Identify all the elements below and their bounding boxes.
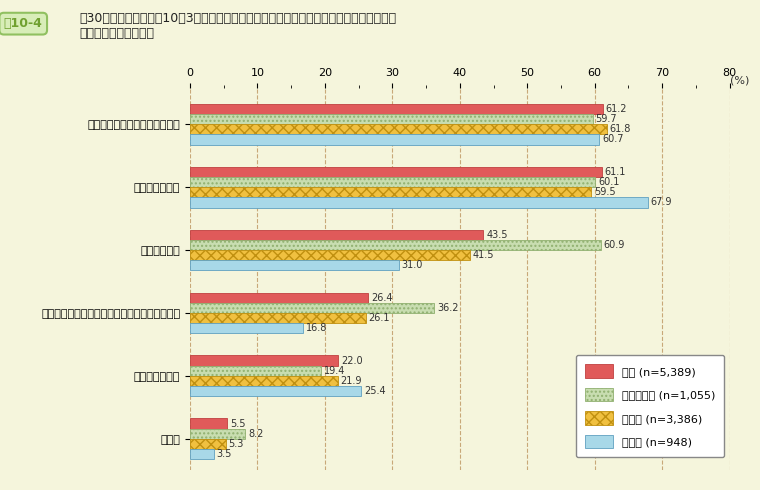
Text: 60.1: 60.1 xyxy=(598,177,619,187)
Bar xyxy=(190,124,606,134)
Text: 60.9: 60.9 xyxy=(603,240,625,250)
Legend: 総数 (n=5,389), 課長補佐級 (n=1,055), 係長級 (n=3,386), その他 (n=948): 総数 (n=5,389), 課長補佐級 (n=1,055), 係長級 (n=3,… xyxy=(576,355,724,457)
Text: 22.0: 22.0 xyxy=(341,356,363,366)
Bar xyxy=(190,355,338,366)
Text: 41.5: 41.5 xyxy=(473,250,494,260)
Bar xyxy=(190,229,483,240)
Bar xyxy=(190,167,602,177)
Bar xyxy=(190,386,361,396)
Bar xyxy=(190,240,600,250)
Bar xyxy=(190,114,593,124)
Bar xyxy=(190,103,603,114)
Text: 26.4: 26.4 xyxy=(371,293,392,303)
Text: 61.2: 61.2 xyxy=(606,104,627,114)
Bar xyxy=(190,187,591,197)
Text: 59.7: 59.7 xyxy=(595,114,617,124)
Text: 19.4: 19.4 xyxy=(324,366,345,376)
Bar xyxy=(190,366,321,376)
Text: （いくつでも回答可）: （いくつでも回答可） xyxy=(80,27,155,40)
Bar xyxy=(190,429,245,439)
Bar xyxy=(190,303,434,313)
Text: 59.5: 59.5 xyxy=(594,187,616,197)
Bar xyxy=(190,313,366,323)
Text: 5.5: 5.5 xyxy=(230,418,245,429)
Bar xyxy=(190,323,303,334)
Bar xyxy=(190,376,337,386)
Text: 【30代職員調査】（図10－3で「ある」と回答した者に対して）それはどのような業務か: 【30代職員調査】（図10－3で「ある」と回答した者に対して）それはどのような業… xyxy=(80,12,397,25)
Text: 36.2: 36.2 xyxy=(437,303,458,313)
Text: 67.9: 67.9 xyxy=(651,197,672,207)
Bar xyxy=(190,134,600,145)
Bar xyxy=(190,439,226,449)
Bar xyxy=(190,418,227,429)
Text: 21.9: 21.9 xyxy=(340,376,362,386)
Text: 5.3: 5.3 xyxy=(229,439,244,449)
Text: 31.0: 31.0 xyxy=(402,260,423,270)
Bar xyxy=(190,197,648,208)
Bar xyxy=(190,260,399,270)
Text: (%): (%) xyxy=(730,76,749,86)
Text: 図10-4: 図10-4 xyxy=(4,17,43,30)
Bar xyxy=(190,293,368,303)
Bar xyxy=(190,177,595,187)
Text: 3.5: 3.5 xyxy=(217,449,232,459)
Text: 61.1: 61.1 xyxy=(605,167,626,177)
Text: 60.7: 60.7 xyxy=(602,134,624,145)
Text: 25.4: 25.4 xyxy=(364,386,385,396)
Text: 8.2: 8.2 xyxy=(248,429,264,439)
Text: 61.8: 61.8 xyxy=(610,124,631,134)
Bar xyxy=(190,250,470,260)
Text: 26.1: 26.1 xyxy=(369,313,390,323)
Text: 43.5: 43.5 xyxy=(486,230,508,240)
Bar xyxy=(190,449,214,460)
Text: 16.8: 16.8 xyxy=(306,323,328,333)
